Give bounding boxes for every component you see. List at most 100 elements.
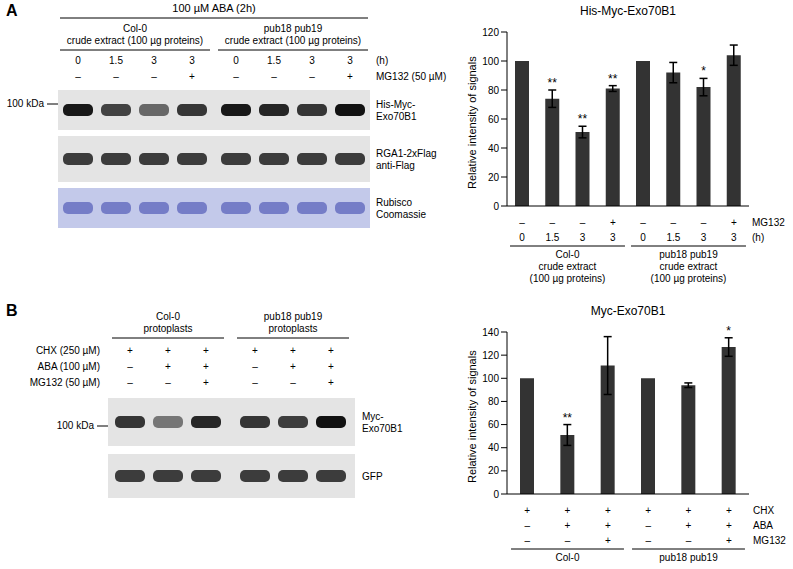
svg-text:+: +: [252, 345, 258, 356]
svg-text:+: +: [328, 377, 334, 388]
svg-text:1.5: 1.5: [545, 232, 559, 243]
svg-text:120: 120: [482, 350, 499, 361]
svg-text:crude extract (100 µg proteins: crude extract (100 µg proteins): [225, 35, 361, 46]
svg-text:Exo70B1: Exo70B1: [362, 423, 403, 434]
svg-text:60: 60: [488, 114, 500, 125]
svg-text:+: +: [165, 345, 171, 356]
svg-text:Col-0: Col-0: [556, 552, 580, 563]
svg-text:+: +: [290, 361, 296, 372]
svg-text:+: +: [165, 361, 171, 372]
svg-text:100 kDa: 100 kDa: [57, 420, 95, 431]
svg-text:(h): (h): [376, 55, 388, 66]
svg-text:A: A: [6, 2, 18, 19]
svg-text:–: –: [113, 71, 119, 82]
svg-text:3: 3: [189, 55, 195, 66]
svg-text:Myc-: Myc-: [362, 411, 384, 422]
svg-text:Col-0: Col-0: [556, 249, 580, 260]
svg-text:–: –: [252, 361, 258, 372]
svg-text:**: **: [563, 411, 573, 425]
svg-text:3: 3: [347, 55, 353, 66]
svg-text:+: +: [347, 71, 353, 82]
svg-text:–: –: [524, 520, 530, 531]
svg-text:ABA (100 µM): ABA (100 µM): [38, 361, 100, 372]
svg-text:–: –: [75, 71, 81, 82]
svg-text:pub18 pub19: pub18 pub19: [264, 311, 323, 322]
svg-text:+: +: [605, 505, 611, 516]
svg-text:+: +: [328, 345, 334, 356]
svg-text:Rubisco: Rubisco: [376, 197, 413, 208]
svg-text:protoplasts: protoplasts: [144, 323, 193, 334]
svg-text:40: 40: [488, 143, 500, 154]
svg-text:**: **: [608, 72, 618, 86]
svg-text:–: –: [645, 520, 651, 531]
svg-text:3: 3: [731, 232, 737, 243]
svg-text:0: 0: [519, 232, 525, 243]
svg-text:**: **: [578, 112, 588, 126]
svg-text:–: –: [701, 217, 707, 228]
svg-text:*: *: [726, 324, 731, 338]
svg-text:protoplasts: protoplasts: [269, 323, 318, 334]
svg-text:80: 80: [488, 85, 500, 96]
svg-text:crude extract: crude extract: [539, 261, 597, 272]
svg-text:crude extract (100 µg proteins: crude extract (100 µg proteins): [67, 35, 203, 46]
svg-text:(100 µg proteins): (100 µg proteins): [530, 273, 606, 284]
svg-text:+: +: [328, 361, 334, 372]
svg-text:–: –: [290, 377, 296, 388]
svg-text:1.5: 1.5: [666, 232, 680, 243]
svg-text:1.5: 1.5: [267, 55, 281, 66]
svg-text:pub18 pub19: pub18 pub19: [659, 552, 718, 563]
svg-text:+: +: [605, 520, 611, 531]
svg-text:0: 0: [493, 201, 499, 212]
svg-text:–: –: [519, 217, 525, 228]
svg-text:100: 100: [482, 56, 499, 67]
svg-text:0: 0: [75, 55, 81, 66]
svg-text:0: 0: [233, 55, 239, 66]
svg-text:+: +: [610, 217, 616, 228]
svg-text:120: 120: [482, 27, 499, 38]
svg-text:+: +: [189, 71, 195, 82]
svg-text:–: –: [524, 535, 530, 546]
svg-text:3: 3: [701, 232, 707, 243]
svg-text:0: 0: [493, 489, 499, 500]
svg-text:Relative intensity of signals: Relative intensity of signals: [466, 350, 478, 483]
svg-text:+: +: [686, 505, 692, 516]
svg-text:–: –: [309, 71, 315, 82]
svg-text:+: +: [645, 505, 651, 516]
svg-text:–: –: [252, 377, 258, 388]
svg-text:+: +: [686, 520, 692, 531]
svg-text:B: B: [6, 302, 18, 319]
svg-text:–: –: [565, 535, 571, 546]
svg-text:0: 0: [640, 232, 646, 243]
svg-text:Col-0: Col-0: [123, 23, 147, 34]
svg-text:+: +: [565, 505, 571, 516]
svg-text:**: **: [548, 76, 558, 90]
svg-text:MG132 (50 µM): MG132 (50 µM): [30, 377, 100, 388]
svg-text:1.5: 1.5: [109, 55, 123, 66]
svg-text:+: +: [127, 345, 133, 356]
svg-text:–: –: [127, 377, 133, 388]
svg-text:+: +: [290, 345, 296, 356]
svg-text:3: 3: [151, 55, 157, 66]
svg-text:40: 40: [488, 442, 500, 453]
svg-text:–: –: [127, 361, 133, 372]
svg-text:Col-0: Col-0: [156, 311, 180, 322]
svg-text:+: +: [605, 535, 611, 546]
svg-text:–: –: [271, 71, 277, 82]
svg-text:20: 20: [488, 172, 500, 183]
svg-text:–: –: [151, 71, 157, 82]
svg-text:+: +: [524, 505, 530, 516]
svg-text:–: –: [550, 217, 556, 228]
svg-text:80: 80: [488, 396, 500, 407]
svg-text:+: +: [203, 361, 209, 372]
svg-text:–: –: [640, 217, 646, 228]
svg-text:–: –: [165, 377, 171, 388]
svg-text:20: 20: [488, 465, 500, 476]
svg-text:RGA1-2xFlag: RGA1-2xFlag: [376, 148, 437, 159]
svg-text:MG132 (50 µM): MG132 (50 µM): [376, 71, 446, 82]
svg-text:His-Myc-: His-Myc-: [376, 99, 415, 110]
svg-text:140: 140: [482, 327, 499, 338]
svg-text:+: +: [203, 345, 209, 356]
svg-text:+: +: [726, 535, 732, 546]
svg-text:MG132: MG132: [753, 535, 786, 546]
svg-text:–: –: [686, 535, 692, 546]
